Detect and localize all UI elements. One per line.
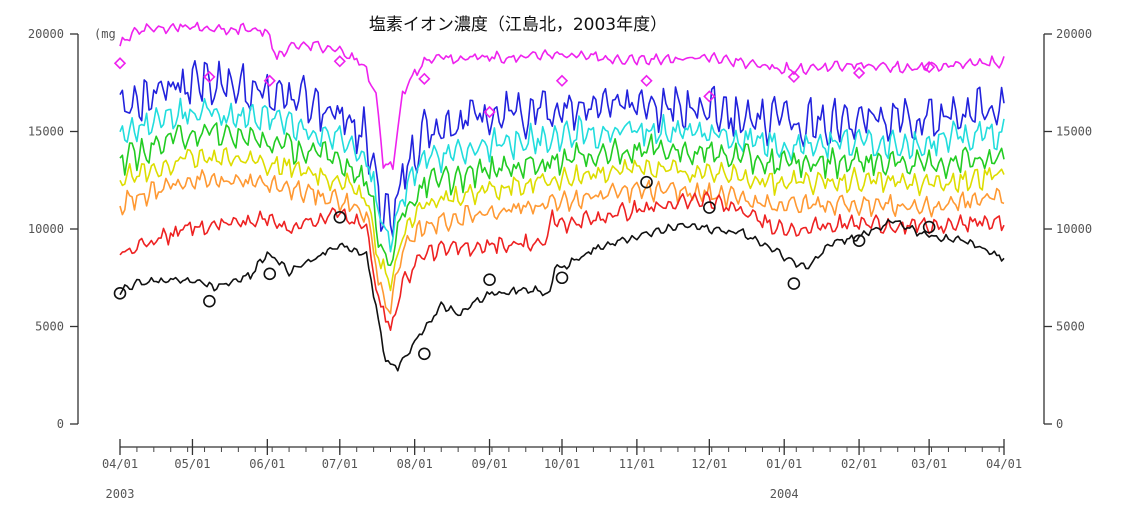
x-tick-label: 01/01	[766, 457, 802, 471]
x-tick-label: 07/01	[322, 457, 358, 471]
diamond-marker	[640, 74, 653, 87]
y-tick-label-left: 10000	[28, 222, 64, 236]
diamond-marker	[703, 90, 716, 103]
y-tick-label-left: 15000	[28, 125, 64, 139]
circle-marker	[418, 347, 431, 361]
diamond-marker	[922, 61, 936, 74]
series-line-1	[119, 21, 1005, 171]
x-tick-label: 09/01	[471, 457, 507, 471]
diamond-marker	[263, 74, 276, 87]
series-line-5	[119, 147, 1005, 292]
circle-marker	[113, 287, 127, 300]
diamond-marker	[418, 72, 431, 85]
circle-marker	[787, 277, 801, 290]
circle-marker	[852, 234, 866, 247]
x-tick-label: 04/01	[102, 457, 138, 471]
circle-marker	[703, 201, 716, 214]
diamond-marker	[203, 70, 216, 84]
x-tick-label: 11/01	[619, 457, 655, 471]
circle-marker	[922, 220, 936, 234]
series-line-3	[119, 97, 1005, 253]
y-tick-label-left: 20000	[28, 27, 64, 41]
diamond-marker	[113, 57, 127, 70]
circle-marker	[555, 271, 569, 285]
series-line-8	[119, 219, 1005, 372]
x-tick-label: 06/01	[249, 457, 285, 471]
diamond-marker	[787, 70, 801, 84]
y-tick-label-left: 0	[57, 417, 64, 431]
axes: 0 0 5000 5000 10000 10000 15000 15000 20000 20000…	[28, 27, 1092, 501]
series-line-4	[119, 122, 1005, 267]
y-tick-label-right: 20000	[1056, 27, 1092, 41]
circle-marker	[203, 294, 216, 308]
y-tick-label-right: 5000	[1056, 320, 1085, 334]
series-lines	[119, 21, 1005, 372]
series-line-7	[119, 191, 1005, 332]
circle-marker	[483, 273, 496, 287]
series-line-2	[119, 59, 1005, 238]
x-tick-label: 02/01	[841, 457, 877, 471]
chart-title: 塩素イオン濃度（江島北，2003年度）	[369, 15, 667, 35]
diamond-marker	[852, 66, 866, 80]
year-label: 2003	[106, 487, 135, 501]
y-tick-label-right: 15000	[1056, 125, 1092, 139]
diamond-marker	[483, 105, 496, 119]
x-tick-label: 05/01	[174, 457, 210, 471]
x-tick-label: 04/01	[986, 457, 1022, 471]
diamond-marker	[555, 74, 569, 87]
circle-marker	[263, 267, 277, 281]
y-tick-label-left: 5000	[35, 320, 64, 334]
unit-label: (mg	[94, 27, 116, 41]
series-line-6	[119, 169, 1005, 315]
markers	[113, 55, 936, 361]
y-tick-label-right: 0	[1056, 417, 1063, 431]
y-tick-label-right: 10000	[1056, 222, 1092, 236]
circle-marker	[640, 175, 653, 189]
x-tick-label: 12/01	[691, 457, 727, 471]
circle-marker	[333, 211, 347, 224]
year-label: 2004	[770, 487, 799, 501]
x-tick-label: 10/01	[544, 457, 580, 471]
x-tick-label: 08/01	[397, 457, 433, 471]
x-tick-label: 03/01	[911, 457, 947, 471]
diamond-marker	[333, 55, 346, 68]
